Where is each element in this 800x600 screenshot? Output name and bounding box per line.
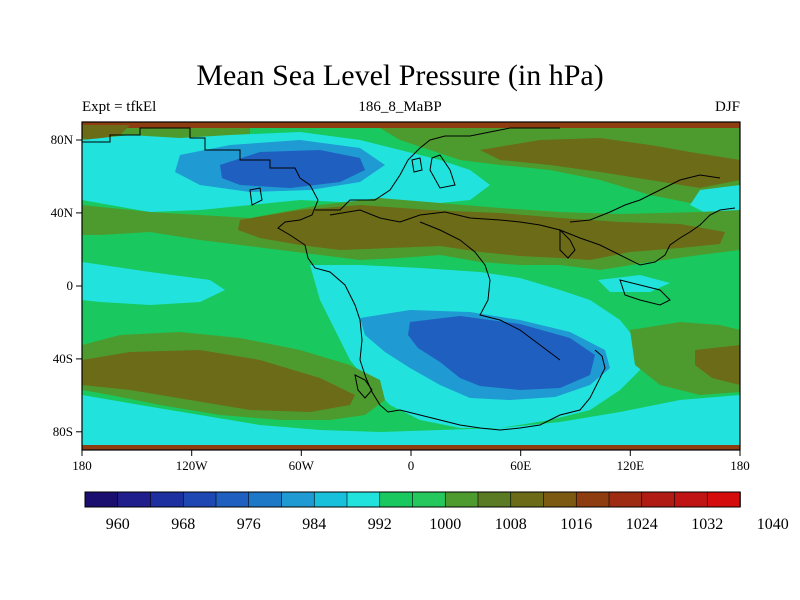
colorbar-swatch <box>182 491 217 508</box>
colorbar-swatch <box>706 491 741 508</box>
colorbar-swatch <box>281 491 316 508</box>
colorbar-label: 1016 <box>560 516 592 533</box>
colorbar-swatch <box>84 491 119 508</box>
colorbar-labels: 960 968 976 984 992 1000 1008 1016 1024 1032 1040 <box>106 516 789 533</box>
colorbar-swatch <box>248 491 283 508</box>
season-label: DJF <box>714 99 740 115</box>
arctic-high-core <box>82 125 130 140</box>
x-tick-label: 0 <box>408 458 415 473</box>
south-pacific-high-core <box>82 350 355 412</box>
siberian-high-core <box>480 138 740 188</box>
colorbar-swatch <box>444 491 479 508</box>
colorbar-swatch <box>412 491 447 508</box>
colorbar-label: 1024 <box>626 516 658 533</box>
south-pole-high <box>82 445 740 450</box>
colorbar-label: 984 <box>302 516 326 533</box>
pacific-tropical-low <box>82 262 225 305</box>
colorbar-swatch <box>477 491 512 508</box>
x-tick-label: 120W <box>176 458 209 473</box>
colorbar-label: 960 <box>106 516 130 533</box>
y-tick-label: 40S <box>53 351 73 366</box>
period-label: 186_8_MaBP <box>358 99 442 115</box>
colorbar-label: 992 <box>368 516 392 533</box>
colorbar-frame <box>84 491 741 508</box>
colorbar-label: 1040 <box>757 516 789 533</box>
colorbar <box>84 491 741 508</box>
southern-ocean-low <box>82 395 740 445</box>
southern-low-core <box>408 316 595 390</box>
colorbar-swatch <box>608 491 643 508</box>
x-tick-label: 120E <box>617 458 645 473</box>
x-tick-label: 180 <box>72 458 92 473</box>
colorbar-swatch <box>641 491 676 508</box>
north-pole-high <box>82 122 740 128</box>
colorbar-swatch <box>575 491 610 508</box>
coastlines <box>82 127 736 431</box>
colorbar-swatch <box>313 491 348 508</box>
x-tick-label: 60E <box>510 458 531 473</box>
north-pacific-low-east <box>690 185 740 215</box>
colorbar-label: 968 <box>171 516 195 533</box>
colorbar-swatch <box>543 491 578 508</box>
pressure-field <box>82 122 740 450</box>
experiment-label: Expt = tfkEl <box>82 99 157 115</box>
axis-ticks <box>76 139 741 456</box>
y-tick-label: 80N <box>51 132 74 147</box>
y-tick-label: 80S <box>53 424 73 439</box>
colorbar-swatch <box>215 491 250 508</box>
x-tick-label: 60W <box>289 458 315 473</box>
colorbar-label: 1032 <box>691 516 723 533</box>
colorbar-swatch <box>674 491 709 508</box>
colorbar-swatch <box>379 491 414 508</box>
colorbar-label: 1008 <box>495 516 527 533</box>
colorbar-swatch <box>346 491 381 508</box>
x-tick-label: 180 <box>730 458 750 473</box>
colorbar-label: 976 <box>237 516 261 533</box>
colorbar-swatch <box>150 491 185 508</box>
colorbar-swatch <box>117 491 152 508</box>
y-tick-label: 40N <box>51 205 74 220</box>
colorbar-swatch <box>510 491 545 508</box>
y-tick-label: 0 <box>67 278 74 293</box>
indian-ocean-high-core <box>695 345 740 385</box>
map-title: Mean Sea Level Pressure (in hPa) <box>196 59 604 92</box>
colorbar-label: 1000 <box>429 516 461 533</box>
